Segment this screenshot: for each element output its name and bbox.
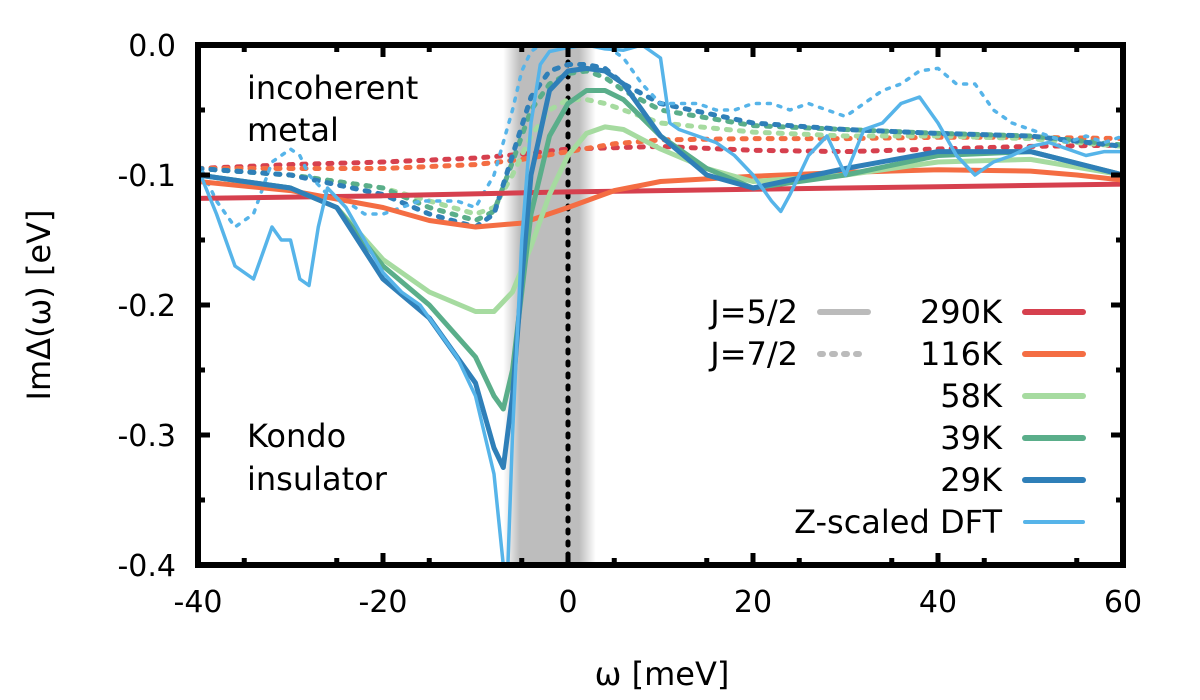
series-z-scaled-dft-j52-line [198, 45, 1123, 565]
legend-series-label: 29K [940, 461, 1003, 499]
legend-series-label: 290K [920, 293, 1003, 331]
legend-linestyle-label: J=7/2 [708, 335, 798, 373]
legend-series-label: 39K [940, 419, 1003, 457]
legend: J=5/2 J=7/2 290K 116K 58K 39K 29K Z-scaled DFT [708, 293, 1086, 541]
x-tick-label: 40 [919, 585, 957, 620]
y-axis-title: ImΔ(ω) [eV] [20, 210, 58, 401]
series-layer [198, 45, 1123, 565]
annotation-incoherent: incoherent [247, 69, 418, 107]
x-tick-label: 20 [734, 585, 772, 620]
legend-series-label: Z-scaled DFT [794, 503, 1002, 541]
y-tick-label: -0.1 [117, 159, 176, 194]
x-tick-label: -20 [359, 585, 408, 620]
legend-series-label: 116K [920, 335, 1003, 373]
series-29k-j52-line [198, 65, 1123, 470]
x-axis-title: ω [meV] [595, 655, 730, 693]
x-tick-label: 60 [1104, 585, 1142, 620]
x-tick-label: 0 [558, 585, 577, 620]
legend-linestyle-label: J=5/2 [708, 293, 798, 331]
y-tick-label: 0.0 [128, 29, 176, 64]
series-116k-j52-line [198, 167, 1123, 230]
series-29k-j72-line [198, 62, 1123, 230]
x-tick-label: -40 [174, 585, 223, 620]
annotation-insulator: insulator [247, 460, 388, 498]
annotation-metal: metal [247, 111, 339, 149]
y-tick-label: -0.3 [117, 419, 176, 454]
y-tick-label: -0.4 [117, 549, 176, 584]
series-290k-j52-line [198, 181, 1123, 201]
legend-series-label: 58K [940, 377, 1003, 415]
annotation-kondo: Kondo [247, 417, 346, 455]
y-tick-label: -0.2 [117, 289, 176, 324]
axis-ticks: -40 -20 0 20 40 60 0.0 -0.1 -0.2 -0.3 -0.4 [117, 29, 1142, 620]
